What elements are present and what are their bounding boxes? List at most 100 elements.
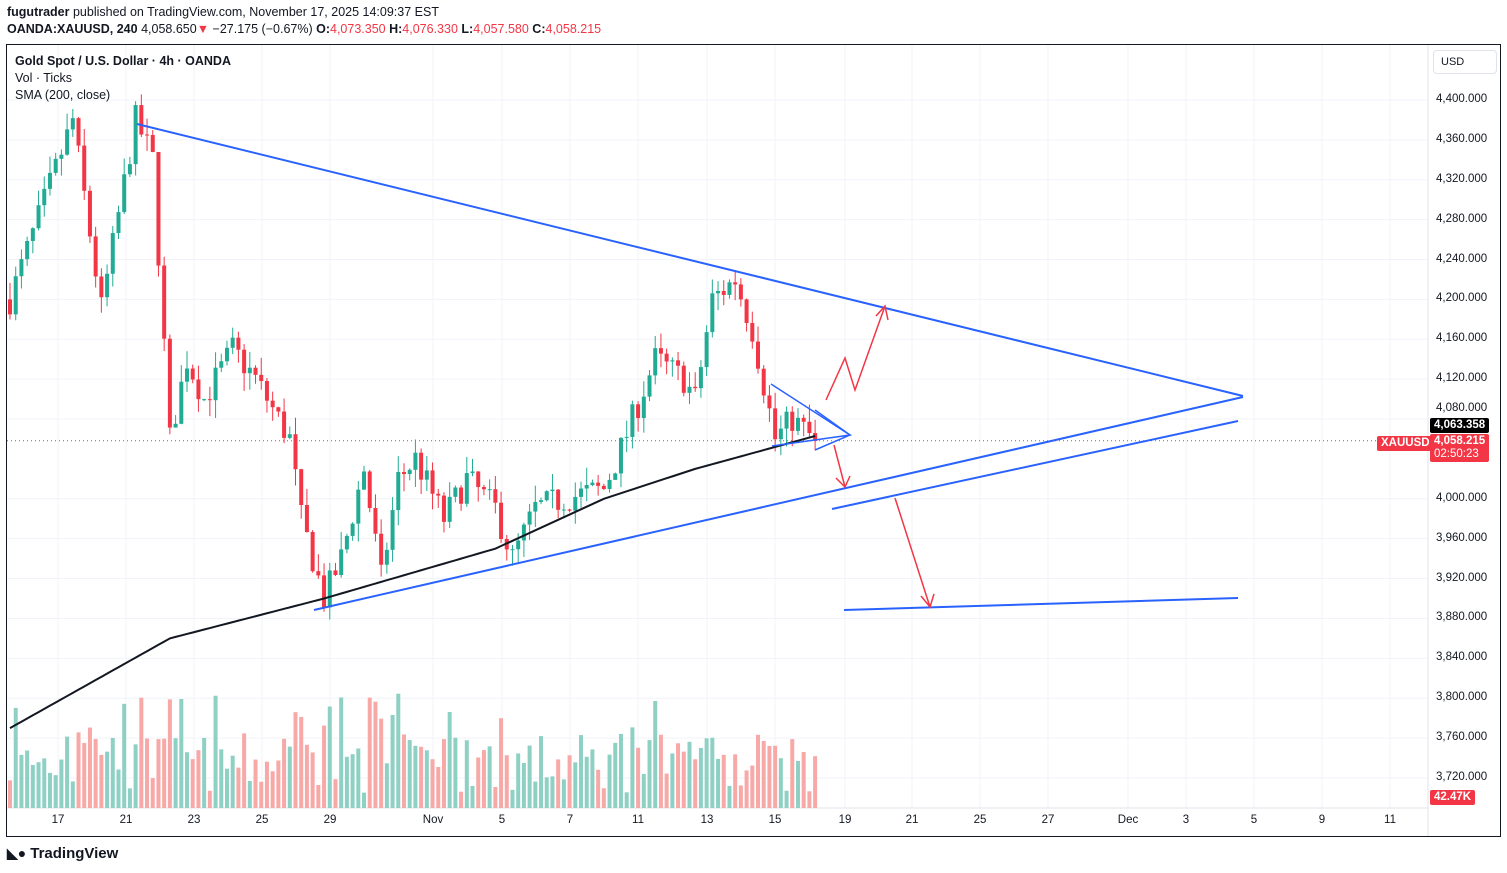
time-tick: 13 bbox=[700, 814, 714, 826]
candle-body bbox=[476, 471, 481, 488]
volume-bar bbox=[247, 781, 252, 808]
volume-bar bbox=[42, 758, 47, 808]
arrow-head-icon bbox=[875, 304, 889, 321]
candle-body bbox=[584, 485, 589, 489]
volume-bar bbox=[499, 718, 504, 808]
candle-body bbox=[293, 434, 298, 470]
legend-volume[interactable]: Vol · Ticks bbox=[15, 71, 72, 85]
volume-bar bbox=[185, 752, 190, 808]
currency-button[interactable]: USD bbox=[1433, 50, 1497, 74]
candle-body bbox=[693, 386, 698, 389]
candle-body bbox=[664, 353, 669, 362]
volume-bar bbox=[390, 715, 395, 808]
time-tick: 3 bbox=[1182, 814, 1190, 826]
candle-body bbox=[561, 509, 566, 511]
volume-bar bbox=[316, 784, 321, 808]
volume-bar bbox=[647, 740, 652, 808]
candle-body bbox=[25, 240, 30, 260]
volume-bar bbox=[544, 777, 549, 808]
volume-bar bbox=[122, 703, 127, 808]
candle-body bbox=[310, 531, 315, 572]
candle-body bbox=[419, 452, 424, 480]
volume-bar bbox=[116, 769, 121, 808]
price-tag: 4,058.215 02:50:23 bbox=[1430, 434, 1490, 462]
volume-bar bbox=[13, 707, 18, 808]
volume-bar bbox=[744, 770, 749, 808]
time-tick: 19 bbox=[838, 814, 852, 826]
candle-body bbox=[350, 523, 355, 536]
pennant-arrow bbox=[814, 409, 852, 451]
candle-body bbox=[110, 233, 115, 274]
current-price: 4,058.215 bbox=[1434, 435, 1486, 447]
volume-bar bbox=[110, 737, 115, 808]
volume-bar bbox=[676, 743, 681, 808]
tradingview-logo[interactable]: ◣● TradingView bbox=[7, 845, 118, 862]
time-tick: 11 bbox=[632, 814, 644, 826]
volume-bar bbox=[350, 754, 355, 808]
candle-body bbox=[99, 276, 104, 298]
down-arrow-icon: ▼ bbox=[196, 22, 210, 36]
bearish-arrow-short bbox=[833, 444, 846, 488]
candle-body bbox=[441, 495, 446, 522]
open-value: 4,073.350 bbox=[330, 22, 386, 36]
candle-body bbox=[362, 471, 367, 490]
candle-body bbox=[173, 423, 178, 428]
volume-bar bbox=[401, 734, 406, 808]
volume-bar bbox=[139, 697, 144, 808]
candle-body bbox=[459, 487, 464, 504]
volume-bar bbox=[327, 706, 332, 808]
candle-body bbox=[738, 284, 743, 300]
candle-body bbox=[105, 273, 110, 298]
volume-bar bbox=[333, 779, 338, 808]
legend-sma[interactable]: SMA (200, close) bbox=[15, 88, 111, 102]
volume-bar bbox=[270, 771, 275, 808]
candle-body bbox=[807, 421, 812, 434]
time-tick: 5 bbox=[1250, 814, 1258, 826]
candle-body bbox=[436, 493, 441, 496]
volume-bar bbox=[167, 699, 172, 808]
candle-body bbox=[53, 158, 58, 173]
open-label: O: bbox=[316, 22, 330, 36]
candle-body bbox=[333, 570, 338, 575]
volume-bar bbox=[213, 695, 218, 808]
volume-bar bbox=[224, 768, 229, 808]
price-tick: 3,800.000 bbox=[1436, 691, 1488, 704]
volume-bar bbox=[230, 755, 235, 808]
price-tick: 4,320.000 bbox=[1436, 172, 1488, 185]
candle-body bbox=[13, 276, 18, 315]
volume-bar bbox=[127, 788, 132, 808]
volume-bar bbox=[716, 758, 721, 808]
candle-body bbox=[70, 118, 75, 130]
chart-frame bbox=[6, 44, 1501, 837]
price-tick: 3,880.000 bbox=[1436, 611, 1488, 624]
candle-body bbox=[613, 473, 618, 480]
volume-bar bbox=[579, 735, 583, 808]
volume-bar bbox=[681, 751, 686, 808]
volume-bar bbox=[750, 765, 755, 808]
close-value: 4,058.215 bbox=[545, 22, 602, 36]
candle-body bbox=[430, 470, 435, 494]
candle-body bbox=[356, 489, 361, 524]
volume-bar bbox=[653, 700, 658, 808]
volume-bar bbox=[367, 697, 372, 808]
candle-body bbox=[276, 407, 281, 412]
volume-bar bbox=[756, 734, 761, 808]
candle-body bbox=[618, 437, 623, 474]
author[interactable]: fugutrader bbox=[7, 5, 70, 19]
candle-body bbox=[687, 386, 692, 393]
volume-bar bbox=[521, 762, 526, 808]
candle-body bbox=[127, 164, 132, 175]
candle-body bbox=[87, 190, 92, 237]
volume-bar bbox=[264, 761, 269, 808]
price-tick: 4,280.000 bbox=[1436, 212, 1488, 225]
price-tick: 4,000.000 bbox=[1436, 491, 1488, 504]
volume-bar bbox=[299, 716, 304, 808]
candle-body bbox=[795, 417, 800, 431]
candle-body bbox=[185, 368, 190, 382]
volume-bar bbox=[596, 769, 601, 808]
candle-body bbox=[65, 129, 70, 155]
candle-body bbox=[59, 154, 64, 159]
volume-bar bbox=[636, 747, 641, 808]
volume-bar bbox=[419, 746, 424, 808]
